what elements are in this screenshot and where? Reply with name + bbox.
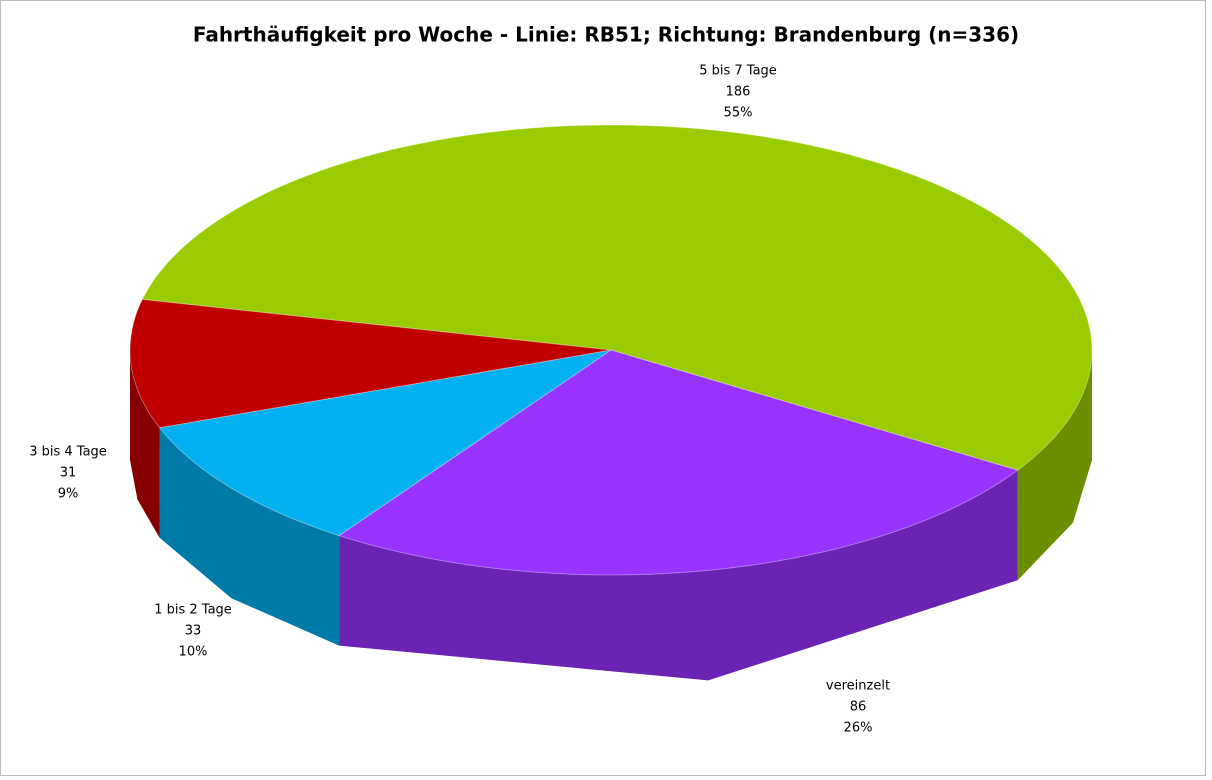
slice-side-shade: [1017, 350, 1092, 581]
data-label-percent: 55%: [724, 106, 753, 121]
slice: [158, 349, 612, 537]
slice-side: [339, 470, 1018, 681]
data-label-value: 186: [726, 85, 751, 100]
slice-side-shade: [339, 470, 1018, 681]
data-label-percent: 26%: [844, 721, 873, 736]
data-label-value: 33: [185, 624, 202, 639]
chart-title: Fahrthäufigkeit pro Woche - Linie: RB51;…: [193, 23, 1019, 47]
data-label-category: 3 bis 4 Tage: [29, 445, 107, 460]
slice: [129, 298, 612, 429]
slice: [141, 124, 1093, 471]
data-label-category: 1 bis 2 Tage: [154, 603, 232, 618]
slice-side-shade: [159, 427, 340, 646]
data-label-category: vereinzelt: [826, 679, 890, 694]
slice-side: [159, 427, 340, 646]
slice-side: [1017, 350, 1092, 581]
data-label-category: 5 bis 7 Tage: [699, 64, 777, 79]
slice-side-shade: [130, 350, 160, 538]
data-label-percent: 10%: [179, 645, 208, 660]
data-label-percent: 9%: [58, 487, 79, 502]
data-label-value: 31: [60, 466, 77, 481]
slice: [337, 349, 1019, 576]
data-label-value: 86: [850, 700, 867, 715]
slice-side: [130, 350, 160, 538]
